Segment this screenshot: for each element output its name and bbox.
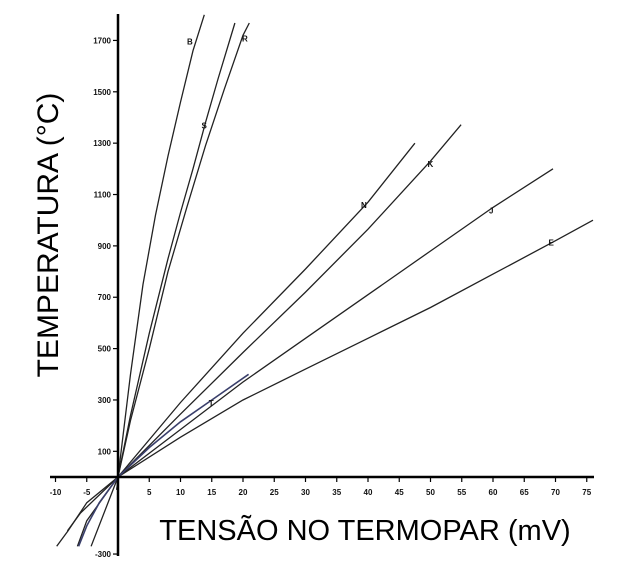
x-tick-label: 35 — [332, 488, 341, 497]
axes-layer — [50, 14, 594, 556]
series-label-r: R — [242, 34, 248, 43]
x-tick-label: 75 — [582, 488, 591, 497]
x-tick-label: 50 — [426, 488, 435, 497]
x-tick-label: 30 — [301, 488, 310, 497]
y-tick-label: -300 — [95, 550, 112, 559]
x-tick-label: 65 — [520, 488, 529, 497]
x-tick-label: 25 — [270, 488, 279, 497]
x-tick-label: 15 — [207, 488, 216, 497]
y-tick-label: 1700 — [93, 36, 111, 45]
series-label-b: B — [187, 38, 193, 47]
y-tick-label: 700 — [98, 293, 112, 302]
series-line-r — [116, 22, 250, 490]
series-layer — [56, 14, 594, 547]
y-tick-label: 1500 — [93, 88, 111, 97]
y-tick-label: 1300 — [93, 139, 111, 148]
x-tick-label: 20 — [239, 488, 248, 497]
y-tick-label: 100 — [98, 447, 112, 456]
x-tick-label: 45 — [395, 488, 404, 497]
x-tick-label: 40 — [364, 488, 373, 497]
series-label-e: E — [549, 239, 555, 248]
series-label-t: T — [209, 399, 214, 408]
x-tick-label: 10 — [176, 488, 185, 497]
x-tick-label: 60 — [489, 488, 498, 497]
series-label-k: K — [428, 160, 434, 169]
series-line-e — [56, 219, 594, 547]
y-tick-label: 500 — [98, 345, 112, 354]
x-tick-label: -5 — [83, 488, 91, 497]
series-line-b — [117, 14, 205, 478]
x-tick-label: -10 — [50, 488, 62, 497]
series-label-s: S — [202, 122, 208, 131]
x-tick-label: 70 — [551, 488, 560, 497]
x-tick-label: 55 — [457, 488, 466, 497]
series-line-t — [77, 373, 250, 547]
y-tick-label: 900 — [98, 242, 112, 251]
x-axis-title: TENSÃO NO TERMOPAR (mV) — [159, 513, 570, 547]
series-labels: B S R N K J E T — [187, 34, 555, 408]
x-tick-label: 5 — [147, 488, 152, 497]
ticks-layer: -10 -5 5 10 15 20 25 30 35 40 45 50 55 60 65 70 75 -300 10… — [50, 36, 592, 559]
series-label-n: N — [361, 201, 367, 210]
series-line-s — [116, 22, 236, 490]
y-axis-title: TEMPERATURA (°C) — [32, 93, 65, 378]
y-tick-label: 300 — [98, 396, 112, 405]
y-tick-label: 1100 — [94, 191, 112, 200]
series-line-j — [66, 168, 554, 532]
series-line-k — [76, 124, 462, 547]
series-label-j: J — [489, 206, 493, 215]
